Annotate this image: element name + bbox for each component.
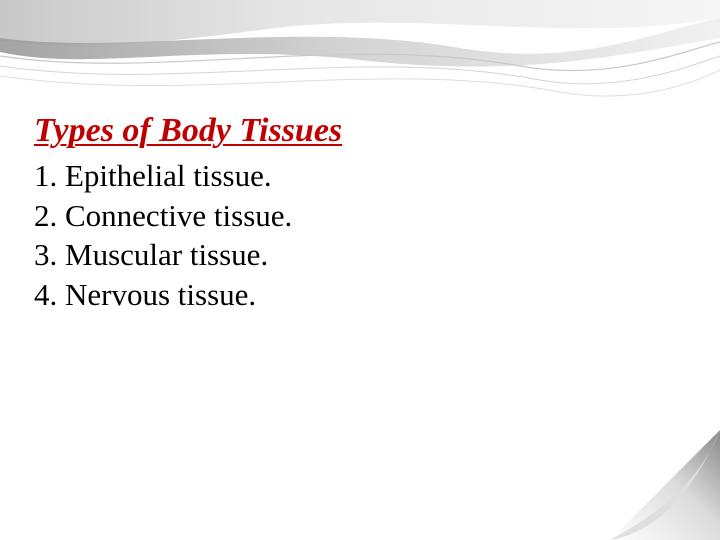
swoosh-decoration [0,0,720,120]
corner-curl-decoration [600,420,720,540]
content-area: Types of Body Tissues 1. Epithelial tiss… [34,112,342,315]
list-item: 1. Epithelial tissue. [34,156,342,196]
list-item: 2. Connective tissue. [34,196,342,236]
slide: Types of Body Tissues 1. Epithelial tiss… [0,0,720,540]
list-item: 4. Nervous tissue. [34,275,342,315]
list-item: 3. Muscular tissue. [34,235,342,275]
slide-title: Types of Body Tissues [34,112,342,150]
